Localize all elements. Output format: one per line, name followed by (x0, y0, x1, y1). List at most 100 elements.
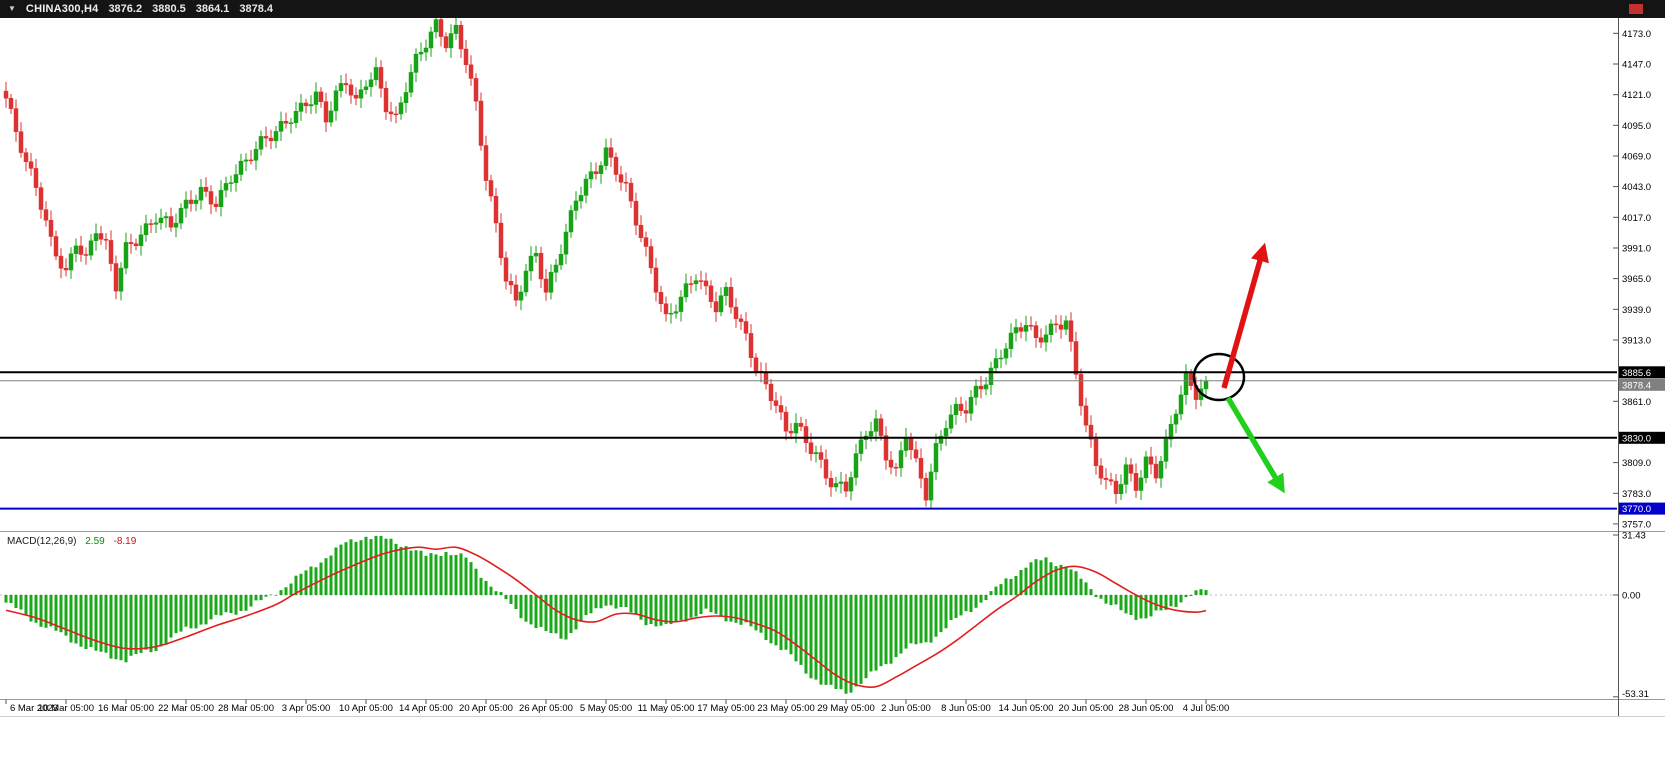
annotations-layer (1192, 242, 1285, 494)
breakout-circle-annotation[interactable] (1192, 352, 1246, 402)
candle (613, 157, 619, 175)
candle (1098, 465, 1104, 479)
candle (208, 191, 214, 205)
macd-histogram-bar (1149, 595, 1153, 617)
candle (248, 159, 254, 162)
macd-histogram-bar (989, 591, 993, 595)
macd-histogram-bar (129, 595, 133, 656)
quote-low: 3864.1 (195, 3, 230, 15)
macd-histogram-bar (1154, 595, 1158, 611)
candle (968, 396, 974, 414)
candle (348, 84, 354, 96)
macd-histogram-bar (729, 595, 733, 622)
candle (293, 111, 299, 123)
macd-histogram-bar (384, 538, 388, 595)
macd-histogram-bar (34, 595, 38, 623)
close-chart-button[interactable] (1629, 4, 1643, 14)
candle (453, 24, 459, 34)
candle (953, 403, 959, 416)
candle (1138, 477, 1144, 491)
candle (633, 200, 639, 226)
candle (873, 418, 879, 432)
candle (363, 86, 369, 90)
macd-histogram-bar (659, 595, 663, 626)
macd-histogram-bar (84, 595, 88, 649)
candle (743, 321, 749, 334)
candle (103, 239, 109, 241)
time-axis-label: 4 Jul 05:00 (1183, 703, 1229, 714)
macd-histogram-bar (834, 595, 838, 689)
candle (283, 121, 289, 124)
candle (203, 186, 209, 192)
candle (48, 219, 54, 237)
candle (1018, 327, 1024, 332)
macd-histogram-bar (39, 595, 43, 627)
macd-histogram-bar (319, 562, 323, 595)
candle (213, 203, 219, 208)
candle (818, 452, 824, 460)
macd-histogram-bar (549, 595, 553, 634)
macd-histogram-bar (534, 595, 538, 629)
candle (833, 483, 839, 488)
candle (843, 481, 849, 492)
macd-histogram-bar (1164, 595, 1168, 610)
candle (108, 240, 114, 264)
macd-histogram-bar (1014, 576, 1018, 595)
candle (353, 94, 359, 99)
macd-histogram-bar (974, 595, 978, 608)
candle (358, 89, 364, 99)
macd-histogram-bar (214, 595, 218, 615)
candle (753, 357, 759, 372)
macd-histogram-bar (1179, 595, 1183, 603)
macd-histogram-bar (29, 595, 33, 622)
price-level-badge (1619, 366, 1665, 379)
macd-histogram-bar (489, 586, 493, 595)
candle (498, 222, 504, 259)
macd-histogram-bar (519, 595, 523, 619)
candle (23, 152, 29, 162)
macd-histogram-bar (914, 595, 918, 645)
macd-histogram-bar (234, 595, 238, 615)
macd-histogram-bar (1024, 567, 1028, 595)
macd-histogram-bar (59, 595, 63, 633)
macd-histogram-bar (164, 595, 168, 645)
candle (583, 178, 589, 196)
candle (418, 51, 424, 55)
candle (198, 186, 204, 201)
macd-histogram-bar (114, 595, 118, 660)
time-axis-label: 20 Apr 05:00 (459, 703, 513, 714)
candle (1023, 325, 1029, 332)
candle (993, 358, 999, 369)
macd-histogram-bar (619, 595, 623, 607)
macd-histogram-bar (954, 595, 958, 618)
price-tick-label: 4017.0 (1622, 213, 1651, 224)
candle (998, 357, 1004, 360)
candle (143, 223, 149, 236)
quote-close: 3878.4 (239, 3, 274, 15)
price-level-badge (1619, 431, 1665, 444)
chart-titlebar: ▼ CHINA300,H4 3876.2 3880.5 3864.1 3878.… (0, 0, 1665, 18)
macd-histogram-bar (559, 595, 563, 639)
candle (763, 372, 769, 385)
quote-high: 3880.5 (152, 3, 186, 15)
bullish-scenario-arrow[interactable] (1221, 242, 1269, 389)
macd-histogram-bar (199, 595, 203, 625)
macd-histogram-bar (819, 595, 823, 685)
macd-histogram-bar (999, 584, 1003, 595)
symbol-dropdown-icon[interactable]: ▼ (8, 4, 16, 13)
macd-histogram-bar (589, 595, 593, 614)
candle (618, 174, 624, 183)
macd-histogram-bar (194, 595, 198, 629)
candle (1128, 464, 1134, 474)
candle (308, 104, 314, 107)
candle (158, 217, 164, 224)
bearish-scenario-arrow[interactable] (1225, 396, 1285, 494)
macd-histogram-bar (814, 595, 818, 680)
macd-histogram-bar (139, 595, 143, 653)
candle (373, 67, 379, 81)
candle (1143, 456, 1149, 479)
candle (1188, 373, 1194, 386)
time-axis-label: 3 Apr 05:00 (282, 703, 331, 714)
macd-histogram-bar (684, 595, 688, 622)
